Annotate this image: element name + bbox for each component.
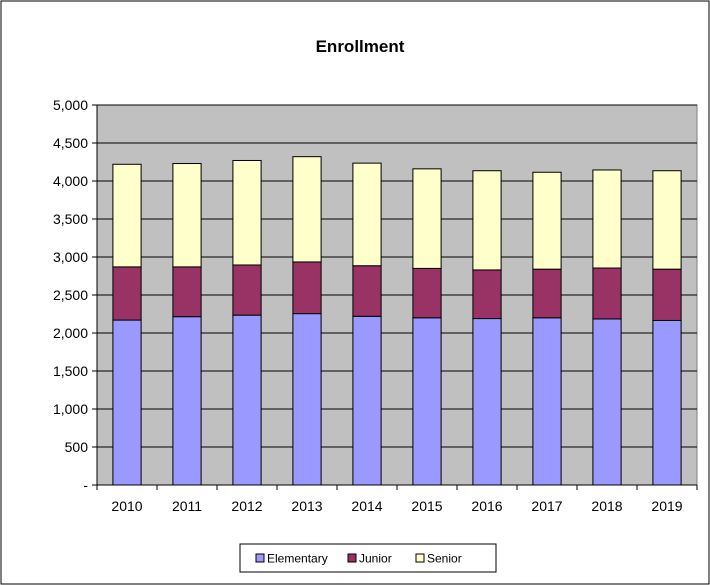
bar-junior-2012	[232, 264, 262, 316]
x-tick-label: 2011	[172, 498, 202, 514]
y-tick-label: 1,000	[53, 401, 88, 417]
x-tick-label: 2015	[411, 498, 442, 514]
bar-junior-2014	[352, 265, 382, 317]
bar-elementary-2016	[472, 318, 502, 486]
bar-junior-2015	[412, 267, 442, 319]
chart-title: Enrollment	[316, 37, 405, 56]
bar-senior-2014	[352, 162, 382, 267]
bar-senior-2016	[472, 170, 502, 271]
bar-junior-2018	[592, 267, 622, 320]
bar-elementary-2018	[592, 318, 622, 486]
y-tick-label: 500	[65, 439, 89, 455]
y-tick-label: 5,000	[53, 97, 88, 113]
y-tick-label: 2,500	[53, 287, 88, 303]
y-tick-label: 1,500	[53, 363, 88, 379]
bar-junior-2017	[532, 268, 562, 319]
legend-swatch-senior	[415, 553, 425, 563]
x-tick-label: 2012	[231, 498, 262, 514]
bar-senior-2011	[172, 163, 202, 268]
x-tick-label: 2013	[291, 498, 322, 514]
x-tick-label: 2010	[111, 498, 142, 514]
legend-label-junior: Junior	[359, 552, 392, 566]
bar-elementary-2019	[652, 319, 682, 486]
legend-label-elementary: Elementary	[267, 552, 328, 566]
y-tick-label: 3,000	[53, 249, 88, 265]
bar-junior-2016	[472, 269, 502, 320]
y-tick-label: 3,500	[53, 211, 88, 227]
bar-elementary-2010	[112, 319, 142, 486]
legend-swatch-junior	[347, 553, 357, 563]
bar-elementary-2011	[172, 316, 202, 486]
bar-senior-2015	[412, 168, 442, 269]
bar-junior-2010	[112, 266, 142, 321]
x-tick-label: 2017	[531, 498, 562, 514]
legend-label-senior: Senior	[427, 552, 462, 566]
bar-senior-2018	[592, 169, 622, 269]
y-tick-label: 4,500	[53, 135, 88, 151]
bar-elementary-2014	[352, 315, 382, 486]
bar-senior-2017	[532, 171, 562, 270]
bar-senior-2012	[232, 159, 262, 266]
y-tick-label: 4,000	[53, 173, 88, 189]
bar-junior-2019	[652, 268, 682, 321]
bar-senior-2013	[292, 156, 322, 263]
bar-elementary-2013	[292, 313, 322, 486]
y-tick-label: 2,000	[53, 325, 88, 341]
legend-box	[239, 543, 497, 573]
x-tick-label: 2014	[351, 498, 382, 514]
x-tick-label: 2016	[471, 498, 502, 514]
bar-junior-2011	[172, 266, 202, 318]
x-tick-label: 2019	[651, 498, 682, 514]
y-tick-label: -	[83, 477, 88, 493]
x-tick-label: 2018	[591, 498, 622, 514]
bar-elementary-2017	[532, 317, 562, 486]
bar-junior-2013	[292, 261, 322, 315]
bar-senior-2019	[652, 170, 682, 270]
bar-elementary-2012	[232, 314, 262, 486]
legend-swatch-elementary	[255, 553, 265, 563]
bar-elementary-2015	[412, 317, 442, 486]
bar-senior-2010	[112, 163, 142, 268]
